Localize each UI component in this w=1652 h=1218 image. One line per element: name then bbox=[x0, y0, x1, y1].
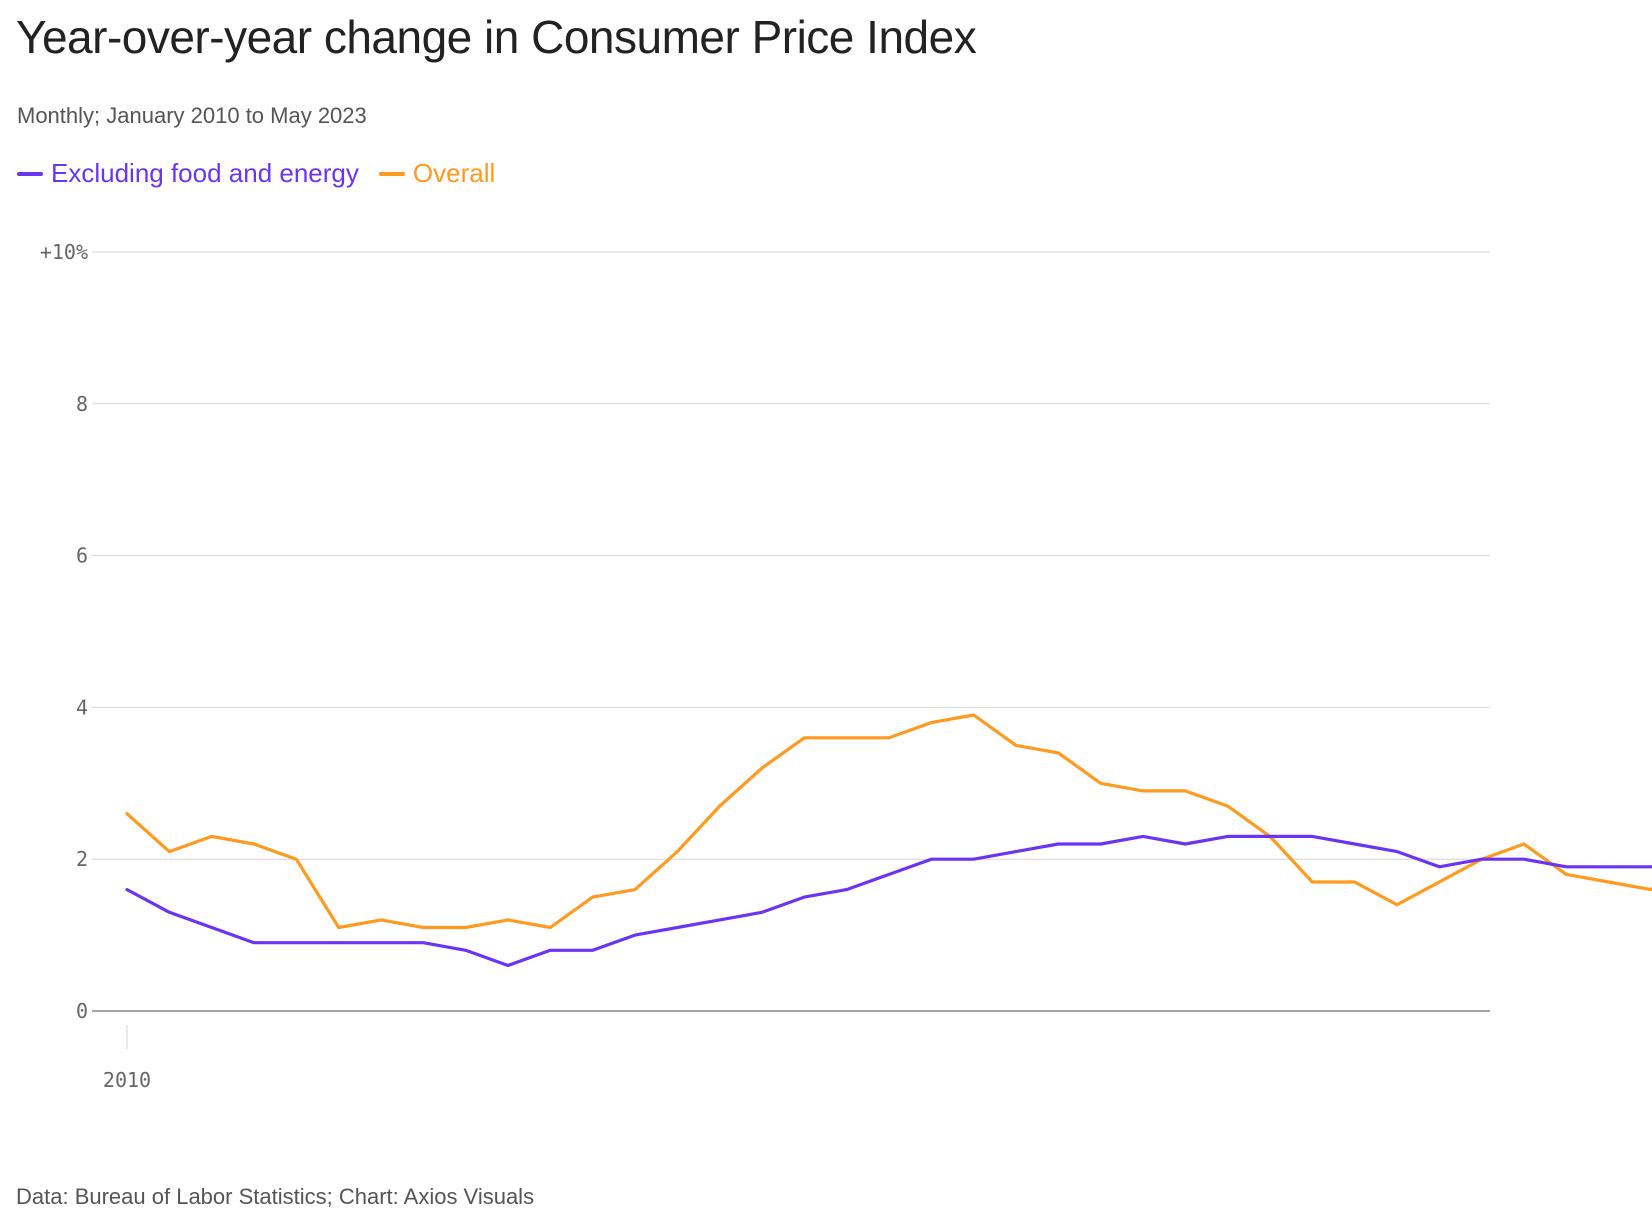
y-tick-label: 0 bbox=[76, 999, 88, 1023]
legend-label-overall: Overall bbox=[412, 158, 496, 188]
y-axis-ticks: +10% 8 6 4 2 0 bbox=[40, 240, 88, 1023]
y-tick-label: +10% bbox=[40, 240, 88, 264]
y-tick-label: 4 bbox=[76, 695, 88, 719]
x-axis-ticks: 201020152020 bbox=[103, 1025, 151, 1092]
legend-item-core: Excluding food and energy bbox=[17, 158, 359, 189]
y-tick-label: 2 bbox=[76, 847, 88, 871]
y-tick-label: 8 bbox=[76, 392, 88, 416]
source-note: Data: Bureau of Labor Statistics; Chart:… bbox=[16, 1184, 535, 1209]
series-line-overall bbox=[125, 713, 1652, 930]
y-tick-label: 6 bbox=[76, 544, 88, 568]
series-line-core bbox=[125, 834, 1652, 968]
chart-subtitle: Monthly; January 2010 to May 2023 bbox=[17, 103, 367, 128]
legend-swatch-core bbox=[17, 171, 43, 176]
legend: Excluding food and energy Overall bbox=[17, 158, 495, 189]
series-lines bbox=[125, 713, 1652, 968]
legend-swatch-overall bbox=[378, 171, 405, 176]
legend-label-core: Excluding food and energy bbox=[51, 158, 359, 188]
chart-title: Year-over-year change in Consumer Price … bbox=[16, 11, 977, 63]
x-tick-label: 2010 bbox=[103, 1068, 151, 1092]
legend-item-overall: Overall bbox=[378, 158, 496, 189]
gridlines bbox=[92, 251, 1490, 1012]
